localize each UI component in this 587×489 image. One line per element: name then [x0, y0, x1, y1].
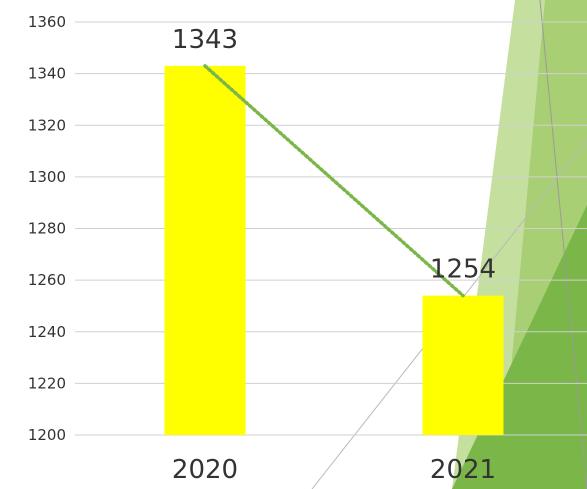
bars — [164, 65, 504, 435]
y-tick-label: 1240 — [28, 323, 66, 341]
y-tick-label: 1220 — [28, 374, 66, 392]
y-tick-label: 1360 — [28, 13, 66, 31]
y-tick-label: 1280 — [28, 220, 66, 238]
y-tick-label: 1200 — [28, 426, 66, 444]
x-category-label: 2021 — [430, 455, 496, 485]
data-label: 1343 — [172, 25, 238, 55]
trendline-path — [203, 64, 465, 298]
bar-2020 — [164, 65, 246, 435]
y-tick-label: 1300 — [28, 168, 66, 186]
y-axis: 1200 1220 1240 1260 1280 1300 1320 1340 1360 — [28, 13, 66, 444]
x-category-label: 2020 — [172, 455, 238, 485]
y-tick-label: 1260 — [28, 271, 66, 289]
data-label: 1254 — [430, 255, 496, 285]
trendline — [203, 64, 465, 298]
bar-2021 — [422, 295, 504, 435]
x-axis: 2020 2021 — [172, 455, 496, 485]
decor-line — [539, 0, 587, 489]
y-tick-label: 1320 — [28, 116, 66, 134]
gridlines — [75, 21, 587, 436]
data-labels: 1343 1254 — [172, 25, 496, 285]
y-tick-label: 1340 — [28, 65, 66, 83]
